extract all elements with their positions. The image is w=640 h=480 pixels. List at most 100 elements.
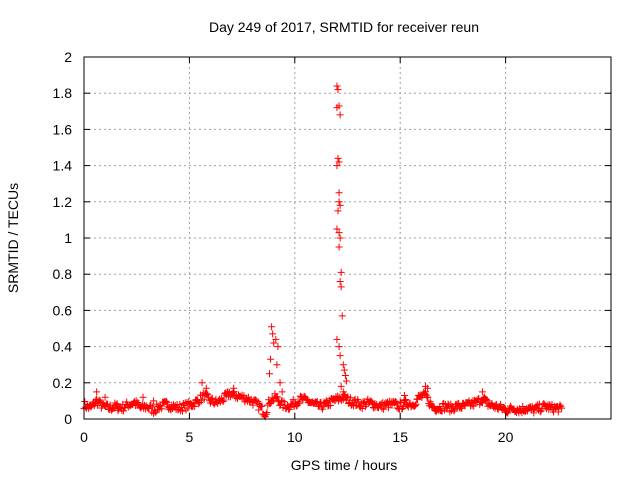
- data-point: [412, 400, 420, 408]
- data-point: [266, 370, 274, 378]
- grid-lines: [84, 57, 611, 419]
- y-tick-label: 1.8: [53, 85, 73, 101]
- data-point: [396, 399, 404, 407]
- data-point: [337, 382, 345, 390]
- plot-frame: [83, 56, 612, 420]
- data-point: [289, 396, 297, 404]
- data-point: [421, 390, 429, 398]
- data-point: [263, 408, 271, 416]
- data-point: [93, 395, 101, 403]
- data-point: [196, 399, 204, 407]
- data-point: [139, 393, 147, 401]
- x-tick-label: 15: [392, 429, 408, 445]
- data-point: [184, 404, 192, 412]
- axis-ticks: [83, 56, 611, 420]
- data-point: [503, 408, 511, 416]
- tick-labels: 0 5 10 15 20 0 0.2 0.4 0.6 0.8 1 1.2 1.4 1.6 1.8 2: [53, 49, 514, 445]
- y-tick-label: 2: [64, 49, 72, 65]
- data-point: [230, 384, 238, 392]
- data-point: [424, 393, 432, 401]
- data-point: [203, 390, 211, 398]
- data-point: [358, 404, 366, 412]
- data-point: [411, 402, 419, 410]
- data-point: [478, 388, 486, 396]
- data-point: [336, 201, 344, 209]
- data-point: [337, 283, 345, 291]
- data-point: [334, 86, 342, 94]
- data-point: [268, 323, 276, 331]
- data-point: [269, 330, 277, 338]
- data-point: [400, 391, 408, 399]
- x-tick-label: 0: [80, 429, 88, 445]
- data-point: [481, 393, 489, 401]
- data-point: [278, 397, 286, 405]
- data-point: [220, 396, 228, 404]
- y-tick-label: 1.6: [53, 121, 73, 137]
- x-tick-label: 10: [287, 429, 303, 445]
- y-axis-label: SRMTID / TECUs: [5, 183, 21, 293]
- data-point: [335, 343, 343, 351]
- data-point: [350, 397, 358, 405]
- data-point: [267, 398, 275, 406]
- data-point: [342, 377, 350, 385]
- y-tick-label: 0.4: [53, 339, 73, 355]
- data-point: [120, 407, 128, 415]
- data-point: [334, 207, 342, 215]
- data-point: [337, 268, 345, 276]
- data-point: [468, 401, 476, 409]
- data-point: [150, 397, 158, 405]
- data-point: [272, 335, 280, 343]
- data-point: [178, 407, 186, 415]
- data-point: [530, 409, 538, 417]
- data-point: [295, 400, 303, 408]
- y-tick-label: 1.4: [53, 158, 73, 174]
- data-point: [132, 397, 140, 405]
- data-point: [335, 243, 343, 251]
- data-point: [339, 388, 347, 396]
- data-point: [274, 343, 282, 351]
- data-point: [267, 355, 275, 363]
- data-point: [380, 405, 388, 413]
- data-point: [219, 398, 227, 406]
- data-point: [475, 394, 483, 402]
- data-point: [229, 388, 237, 396]
- y-tick-label: 0.2: [53, 375, 73, 391]
- y-tick-label: 1.2: [53, 194, 73, 210]
- data-point: [558, 404, 566, 412]
- data-point: [139, 400, 147, 408]
- data-point: [273, 361, 281, 369]
- data-point: [254, 398, 262, 406]
- y-tick-label: 0: [64, 411, 72, 427]
- data-point: [280, 398, 288, 406]
- data-point: [554, 408, 562, 416]
- data-point: [384, 404, 392, 412]
- data-point: [319, 403, 327, 411]
- y-tick-label: 0.6: [53, 302, 73, 318]
- data-point: [270, 339, 278, 347]
- data-point: [445, 401, 453, 409]
- x-axis-label: GPS time / hours: [291, 457, 398, 473]
- data-point: [276, 379, 284, 387]
- data-point: [401, 397, 409, 405]
- data-point: [346, 394, 354, 402]
- data-point: [335, 229, 343, 237]
- data-point: [258, 402, 266, 410]
- data-point: [335, 198, 343, 206]
- data-point: [255, 406, 263, 414]
- data-point: [149, 403, 157, 411]
- data-point: [333, 82, 341, 90]
- data-point: [171, 402, 179, 410]
- data-point: [208, 394, 216, 402]
- data-point: [341, 372, 349, 380]
- data-point: [333, 162, 341, 170]
- data-point: [147, 401, 155, 409]
- data-point: [333, 335, 341, 343]
- x-tick-label: 20: [498, 429, 514, 445]
- data-point: [191, 402, 199, 410]
- data-point: [371, 400, 379, 408]
- data-point: [339, 361, 347, 369]
- x-tick-label: 5: [186, 429, 194, 445]
- data-point: [162, 397, 170, 405]
- data-point: [335, 158, 343, 166]
